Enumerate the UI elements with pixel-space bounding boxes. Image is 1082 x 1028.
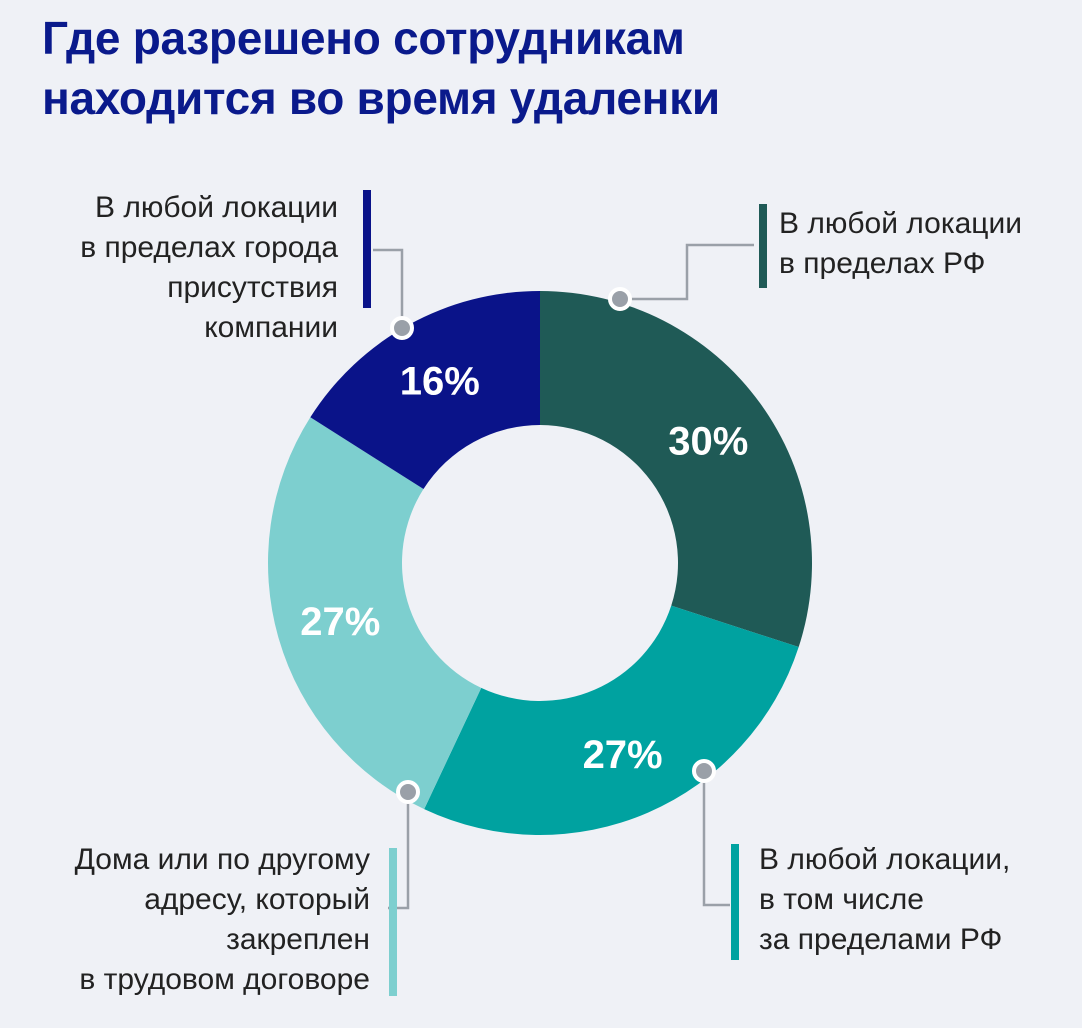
chart-title: Где разрешено сотрудникам находится во в… — [42, 8, 1042, 128]
connector-line-abroad — [702, 771, 730, 907]
slice-home — [268, 417, 482, 810]
slice-rf-value-label: 30% — [668, 420, 748, 464]
connector-dot-home — [396, 780, 420, 804]
slice-abroad-value-label: 27% — [583, 733, 663, 777]
legend-label-city: В любой локации в пределах города присут… — [80, 188, 338, 348]
slice-abroad — [424, 605, 799, 835]
legend-label-home: Дома или по другому адресу, который закр… — [75, 840, 370, 1000]
legend-bar-rf — [759, 204, 767, 288]
legend-label-city-line-2: в пределах города — [80, 231, 338, 264]
legend-label-home-line-2: адресу, который — [144, 883, 370, 916]
chart-title-line-2: находится во время удаленки — [42, 72, 720, 124]
legend-label-abroad: В любой локации, в том числе за пределам… — [759, 840, 1010, 960]
legend-label-abroad-line-3: за пределами РФ — [759, 923, 1003, 956]
legend-label-abroad-line-1: В любой локации, — [759, 843, 1011, 876]
slice-city — [310, 291, 540, 490]
legend-label-rf-line-1: В любой локации — [779, 207, 1023, 240]
legend-label-city-line-4: компании — [204, 311, 338, 344]
legend-bar-home — [389, 848, 397, 996]
chart-title-line-1: Где разрешено сотрудникам — [42, 12, 685, 64]
connector-dot-abroad — [692, 759, 716, 783]
legend-label-home-line-3: закреплен — [226, 923, 370, 956]
legend-bar-abroad — [731, 844, 739, 960]
connector-dot-city — [390, 316, 414, 340]
legend-label-city-line-1: В любой локации — [94, 191, 338, 224]
legend-label-home-line-1: Дома или по другому — [74, 843, 370, 876]
legend-bar-city — [363, 190, 371, 308]
legend-label-home-line-4: в трудовом договоре — [79, 963, 370, 996]
legend-label-rf-line-2: в пределах РФ — [779, 247, 986, 280]
connector-dot-rf — [608, 287, 632, 311]
slice-rf — [540, 291, 812, 648]
slice-home-value-label: 27% — [300, 600, 380, 644]
legend-label-abroad-line-2: в том числе — [759, 883, 924, 916]
slice-city-value-label: 16% — [400, 360, 480, 404]
connector-line-rf — [620, 243, 754, 301]
legend-label-rf: В любой локации в пределах РФ — [779, 204, 1022, 284]
connector-line-city — [373, 248, 404, 328]
legend-label-city-line-3: присутствия — [167, 271, 338, 304]
